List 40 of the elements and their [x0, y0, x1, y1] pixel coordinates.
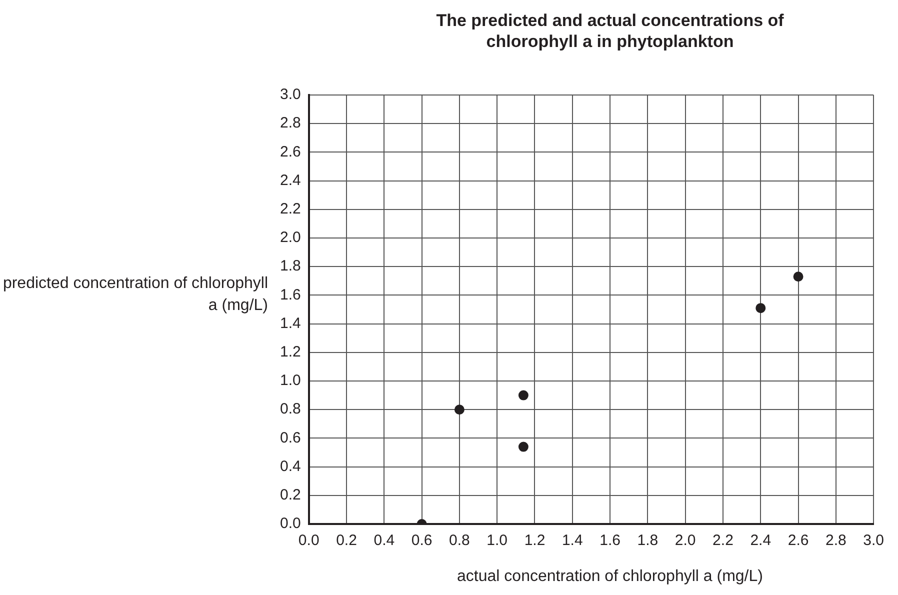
x-tick-label: 2.2 — [712, 532, 734, 550]
y-tick-label: 1.2 — [280, 344, 301, 361]
y-tick-label: 1.6 — [280, 286, 301, 304]
x-tick-label: 2.6 — [788, 532, 809, 550]
y-tick-label: 0.4 — [280, 458, 301, 475]
x-tick-label: 0.2 — [336, 532, 357, 550]
x-tick-label: 2.4 — [750, 532, 772, 550]
point — [793, 272, 804, 282]
y-tick-label: 2.8 — [280, 114, 301, 132]
x-tick-label: 2.8 — [825, 532, 846, 550]
y-tick-label: 3.0 — [280, 86, 301, 104]
y-tick-label: 1.4 — [280, 314, 301, 332]
x-tick-label: 1.0 — [486, 532, 508, 550]
y-tick-label: 0.8 — [280, 400, 301, 418]
x-tick-label: 2.0 — [674, 532, 696, 550]
y-tick-label: 0.2 — [280, 486, 301, 504]
x-tick-label: 0.6 — [411, 532, 432, 550]
y-tick-label: 2.6 — [280, 143, 301, 160]
point — [518, 390, 528, 400]
point — [518, 442, 528, 452]
x-tick-label: 0.0 — [298, 532, 320, 550]
point — [454, 404, 464, 415]
y-tick-label: 1.8 — [280, 258, 301, 275]
x-tick-label: 1.2 — [524, 532, 546, 550]
chart-title: The predicted and actual concentrations of chlorophyll a in phytoplankton — [435, 10, 785, 52]
y-tick-label: 0.6 — [280, 429, 301, 446]
x-tick-label: 3.0 — [863, 532, 884, 550]
y-tick-label: 2.2 — [280, 200, 301, 218]
y-tick-label: 2.0 — [280, 229, 301, 246]
x-tick-label: 1.4 — [562, 532, 583, 550]
y-axis-title: predicted concentration of chlorophyll a (mg/L) — [2, 274, 268, 316]
x-tick-label: 0.4 — [374, 532, 395, 550]
x-tick-label: 1.8 — [637, 532, 658, 550]
x-tick-label: 0.8 — [449, 532, 470, 550]
y-tick-label: 1.0 — [280, 372, 301, 390]
x-axis-title: actual concentration of chlorophyll a (mg/L) — [456, 568, 764, 586]
y-tick-label: 0.0 — [280, 515, 301, 532]
point — [756, 303, 766, 314]
x-tick-label: 1.6 — [600, 532, 620, 550]
y-tick-label: 2.4 — [280, 172, 301, 189]
